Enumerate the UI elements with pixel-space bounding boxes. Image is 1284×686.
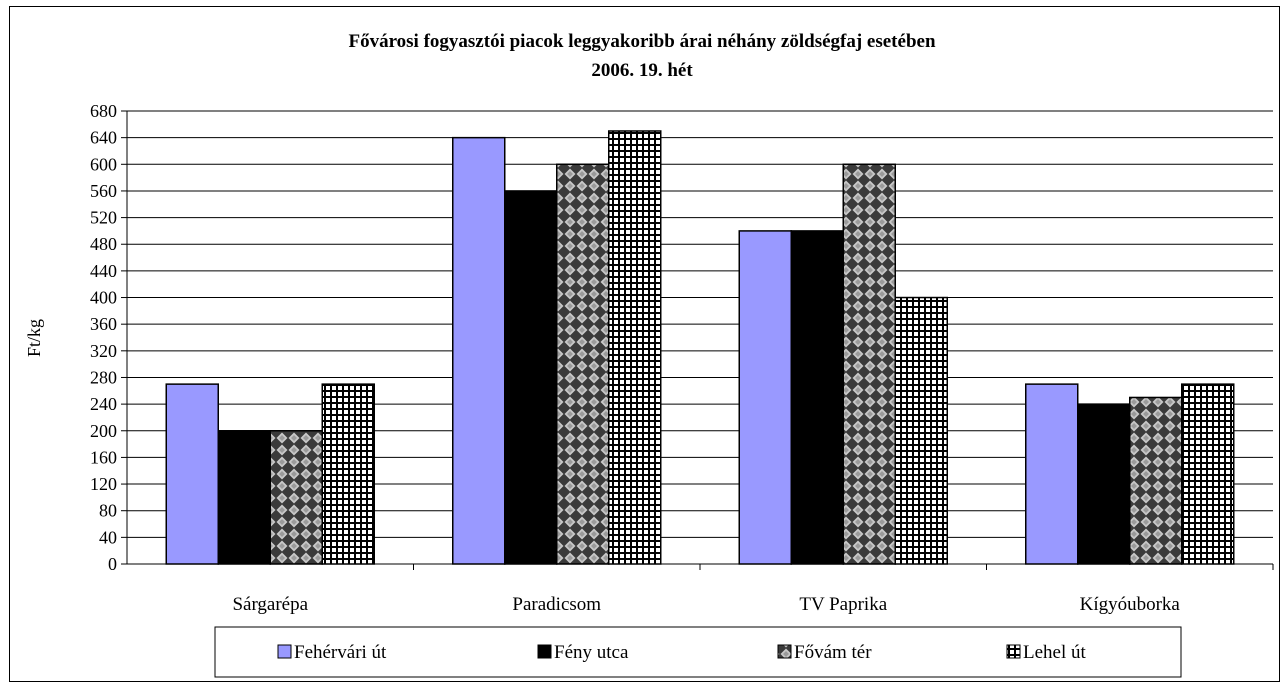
y-tick-label: 440 <box>90 261 117 281</box>
y-tick-label: 120 <box>90 474 117 494</box>
bar-3-1 <box>269 430 323 565</box>
y-tick-label: 160 <box>90 447 117 467</box>
y-tick-label: 400 <box>90 288 117 308</box>
bar-3-2 <box>556 163 610 565</box>
x-category-label: Paradicsom <box>512 594 601 615</box>
y-tick-label: 80 <box>99 501 117 521</box>
y-tick-label: 320 <box>90 341 117 361</box>
bar-4-1 <box>321 383 375 565</box>
bar-1-4 <box>1025 383 1079 565</box>
y-tick-label: 680 <box>90 101 117 121</box>
y-tick-label: 240 <box>90 394 117 414</box>
bar-2-2 <box>504 190 558 565</box>
legend-label: Fehérvári út <box>294 642 387 663</box>
y-axis-label: Ft/kg <box>24 319 44 357</box>
legend-label: Fény utca <box>554 642 629 663</box>
bar-4-2 <box>608 130 662 565</box>
y-tick-label: 600 <box>90 154 117 174</box>
y-tick-label: 360 <box>90 314 117 334</box>
chart-title: Fővárosi fogyasztói piacok leggyakoribb … <box>348 31 935 52</box>
bar-2-1 <box>217 430 271 565</box>
y-tick-label: 40 <box>99 527 117 547</box>
x-category-labels: Sárgarépa Paradicsom TV Paprika Kígyóuborka <box>232 594 1180 615</box>
y-tick-labels: 0 40 80 120 160 200 240 280 320 360 400 440 480 520 56… <box>90 101 117 574</box>
y-tick-label: 200 <box>90 421 117 441</box>
bar-2-3 <box>790 230 844 565</box>
bar-1-2 <box>452 136 506 565</box>
bar-1-3 <box>738 230 792 565</box>
chart-subtitle: 2006. 19. hét <box>591 60 693 81</box>
legend: Fehérvári út Fény utca Fővám tér Lehel út <box>214 626 1182 678</box>
legend-swatch <box>1006 644 1021 659</box>
y-tick-label: 480 <box>90 234 117 254</box>
bar-4-4 <box>1181 383 1235 565</box>
y-tick-label: 520 <box>90 208 117 228</box>
legend-swatch <box>777 644 792 659</box>
bars <box>165 130 1235 565</box>
x-category-label: Sárgarépa <box>232 594 308 615</box>
y-tick-label: 560 <box>90 181 117 201</box>
legend-swatch <box>537 644 552 659</box>
legend-label: Fővám tér <box>794 642 872 663</box>
y-tick-label: 0 <box>108 554 117 574</box>
bar-2-4 <box>1077 403 1131 565</box>
axes <box>121 110 1274 570</box>
bar-1-1 <box>165 383 219 565</box>
legend-swatch <box>277 644 292 659</box>
y-tick-label: 640 <box>90 128 117 148</box>
legend-label: Lehel út <box>1023 642 1087 663</box>
bar-3-3 <box>842 163 896 565</box>
y-tick-label: 280 <box>90 367 117 387</box>
x-category-label: TV Paprika <box>799 594 887 615</box>
bar-4-3 <box>894 296 948 565</box>
bar-3-4 <box>1129 396 1183 565</box>
x-category-label: Kígyóuborka <box>1080 594 1181 615</box>
